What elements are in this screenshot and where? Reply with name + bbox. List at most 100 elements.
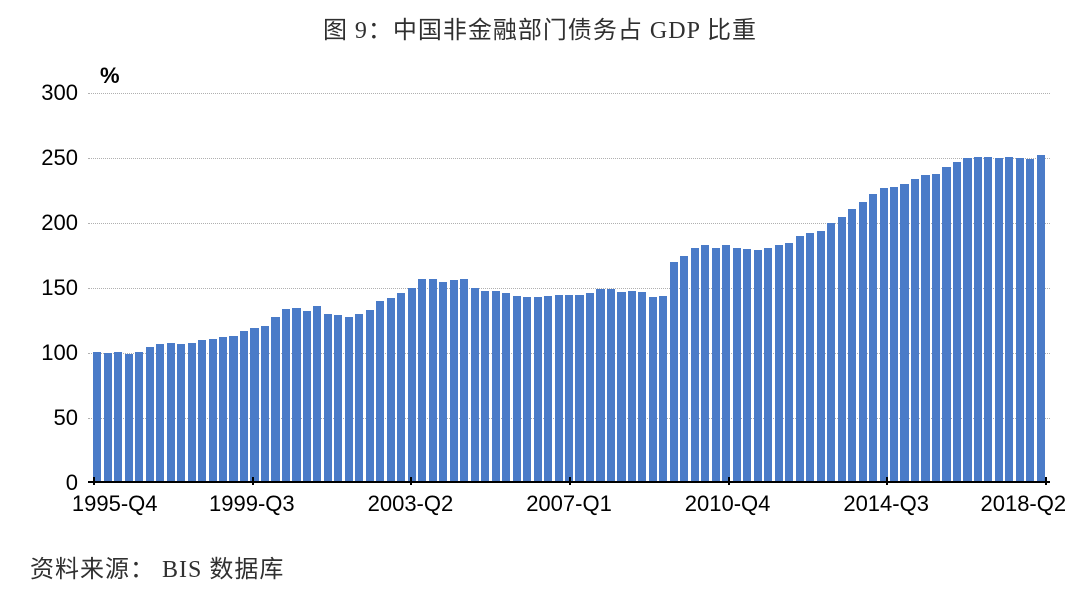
bar [963, 158, 971, 483]
chart-area: % 050100150200250300 1995-Q41999-Q32003-… [20, 58, 1060, 528]
bar [932, 174, 940, 483]
bar [911, 179, 919, 483]
x-tick-label: 2003-Q2 [368, 491, 454, 517]
bar [418, 279, 426, 483]
bar [796, 236, 804, 483]
bar [974, 157, 982, 483]
x-tick [886, 477, 888, 485]
bar [764, 248, 772, 483]
chart-title: 图 9：中国非金融部门债务占 GDP 比重 [0, 10, 1080, 45]
x-tick-label: 2010-Q4 [685, 491, 771, 517]
bars-container [88, 93, 1050, 483]
bar [229, 336, 237, 483]
y-tick-label: 0 [23, 470, 78, 496]
bar [806, 233, 814, 483]
bar [1016, 158, 1024, 483]
bar [240, 331, 248, 483]
bar [502, 293, 510, 483]
bar [471, 288, 479, 483]
bar [198, 340, 206, 483]
bar [324, 314, 332, 483]
bar [775, 245, 783, 483]
bar [104, 353, 112, 483]
bar [848, 209, 856, 483]
bar [167, 343, 175, 483]
bar [555, 295, 563, 484]
bar [156, 344, 164, 483]
bar [817, 231, 825, 483]
bar [135, 352, 143, 483]
y-axis-unit: % [100, 63, 120, 89]
bar [271, 317, 279, 483]
bar [638, 292, 646, 483]
x-tick-label: 1999-Q3 [209, 491, 295, 517]
x-tick [93, 477, 95, 485]
bar [617, 292, 625, 483]
bar [450, 280, 458, 483]
source-note: 资料来源： BIS 数据库 [30, 549, 284, 584]
bar [146, 347, 154, 484]
x-axis-labels: 1995-Q41999-Q32003-Q22007-Q12010-Q42014-… [88, 483, 1050, 528]
bar [261, 326, 269, 483]
bar [565, 295, 573, 484]
plot-region [88, 93, 1050, 483]
bar [1037, 155, 1045, 483]
bar [754, 250, 762, 483]
bar [649, 297, 657, 483]
bar [984, 157, 992, 483]
bar [355, 314, 363, 483]
bar [900, 184, 908, 483]
bar [334, 315, 342, 483]
y-tick-label: 200 [23, 210, 78, 236]
bar [460, 279, 468, 483]
bar [838, 217, 846, 484]
bar [523, 297, 531, 483]
bar [953, 162, 961, 483]
x-tick-label: 1995-Q4 [72, 491, 158, 517]
bar [628, 291, 636, 483]
bar [366, 310, 374, 483]
bar [534, 297, 542, 483]
bar [607, 289, 615, 483]
bar [1026, 159, 1034, 483]
y-axis: 050100150200250300 [20, 93, 88, 483]
bar [680, 256, 688, 484]
y-tick-label: 150 [23, 275, 78, 301]
bar [827, 223, 835, 483]
bar [544, 296, 552, 483]
x-tick [728, 477, 730, 485]
bar [659, 296, 667, 483]
y-tick-label: 50 [23, 405, 78, 431]
bar [743, 249, 751, 483]
x-tick-label: 2014-Q3 [843, 491, 929, 517]
bar [942, 167, 950, 483]
bar [586, 293, 594, 483]
bar [859, 202, 867, 483]
bar [282, 309, 290, 483]
y-tick-label: 250 [23, 145, 78, 171]
bar [492, 291, 500, 483]
bar [670, 262, 678, 483]
bar [125, 354, 133, 483]
bar [345, 317, 353, 483]
x-tick-label: 2018-Q2 [980, 491, 1066, 517]
bar [513, 296, 521, 483]
bar [429, 279, 437, 483]
bar [880, 188, 888, 483]
bar [691, 248, 699, 483]
bar [439, 282, 447, 484]
y-tick-label: 100 [23, 340, 78, 366]
x-tick [410, 477, 412, 485]
bar [869, 194, 877, 483]
bar [596, 289, 604, 483]
bar [712, 248, 720, 483]
bar [93, 352, 101, 483]
bar [397, 293, 405, 483]
bar [733, 248, 741, 483]
x-tick-label: 2007-Q1 [526, 491, 612, 517]
bar [114, 352, 122, 483]
bar [209, 339, 217, 483]
bar [387, 298, 395, 483]
bar [219, 337, 227, 483]
bar [250, 328, 258, 483]
